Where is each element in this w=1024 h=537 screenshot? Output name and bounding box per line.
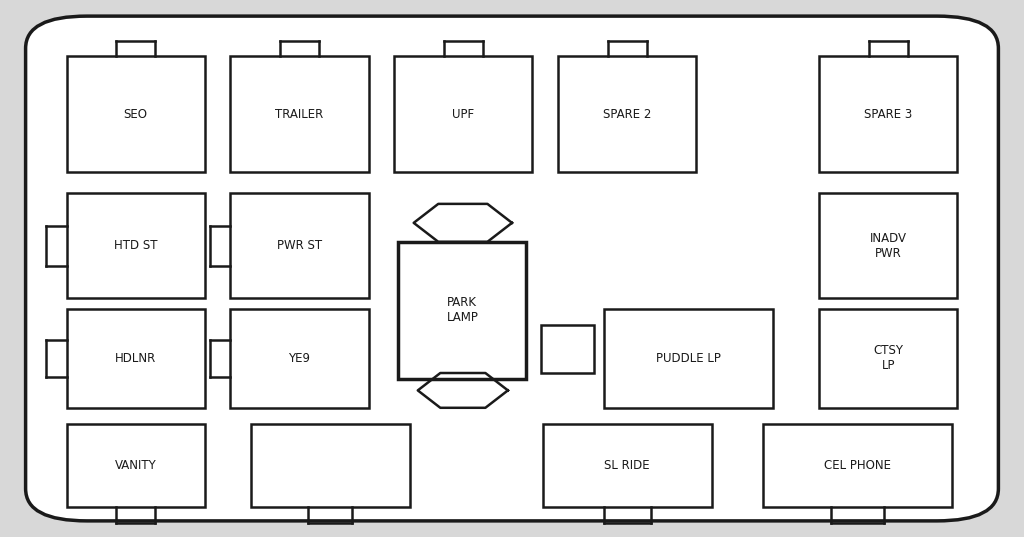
Text: INADV
PWR: INADV PWR [869, 231, 907, 260]
Bar [819, 309, 957, 408]
Text: SPARE 2: SPARE 2 [603, 107, 651, 121]
Bar [558, 56, 696, 172]
Text: PWR ST: PWR ST [276, 239, 323, 252]
Text: SPARE 3: SPARE 3 [864, 107, 912, 121]
Bar [543, 424, 712, 507]
Bar [398, 242, 526, 379]
FancyBboxPatch shape [26, 16, 998, 521]
Text: PARK
LAMP: PARK LAMP [446, 296, 478, 324]
Bar [541, 325, 594, 373]
Bar [819, 56, 957, 172]
Text: YE9: YE9 [289, 352, 310, 365]
Text: SEO: SEO [124, 107, 147, 121]
Text: VANITY: VANITY [115, 459, 157, 473]
Text: HTD ST: HTD ST [114, 239, 158, 252]
Bar [819, 193, 957, 298]
Bar [604, 309, 773, 408]
Bar [394, 56, 532, 172]
Bar [251, 424, 410, 507]
Text: TRAILER: TRAILER [275, 107, 324, 121]
Text: PUDDLE LP: PUDDLE LP [656, 352, 721, 365]
Bar [763, 424, 952, 507]
Bar [230, 56, 369, 172]
Text: UPF: UPF [453, 107, 474, 121]
Text: CEL PHONE: CEL PHONE [824, 459, 891, 473]
Bar [67, 56, 205, 172]
Bar [230, 193, 369, 298]
Bar [67, 309, 205, 408]
Bar [67, 424, 205, 507]
Bar [230, 309, 369, 408]
Text: CTSY
LP: CTSY LP [873, 344, 903, 373]
Bar [67, 193, 205, 298]
Text: SL RIDE: SL RIDE [604, 459, 650, 473]
Text: HDLNR: HDLNR [115, 352, 157, 365]
